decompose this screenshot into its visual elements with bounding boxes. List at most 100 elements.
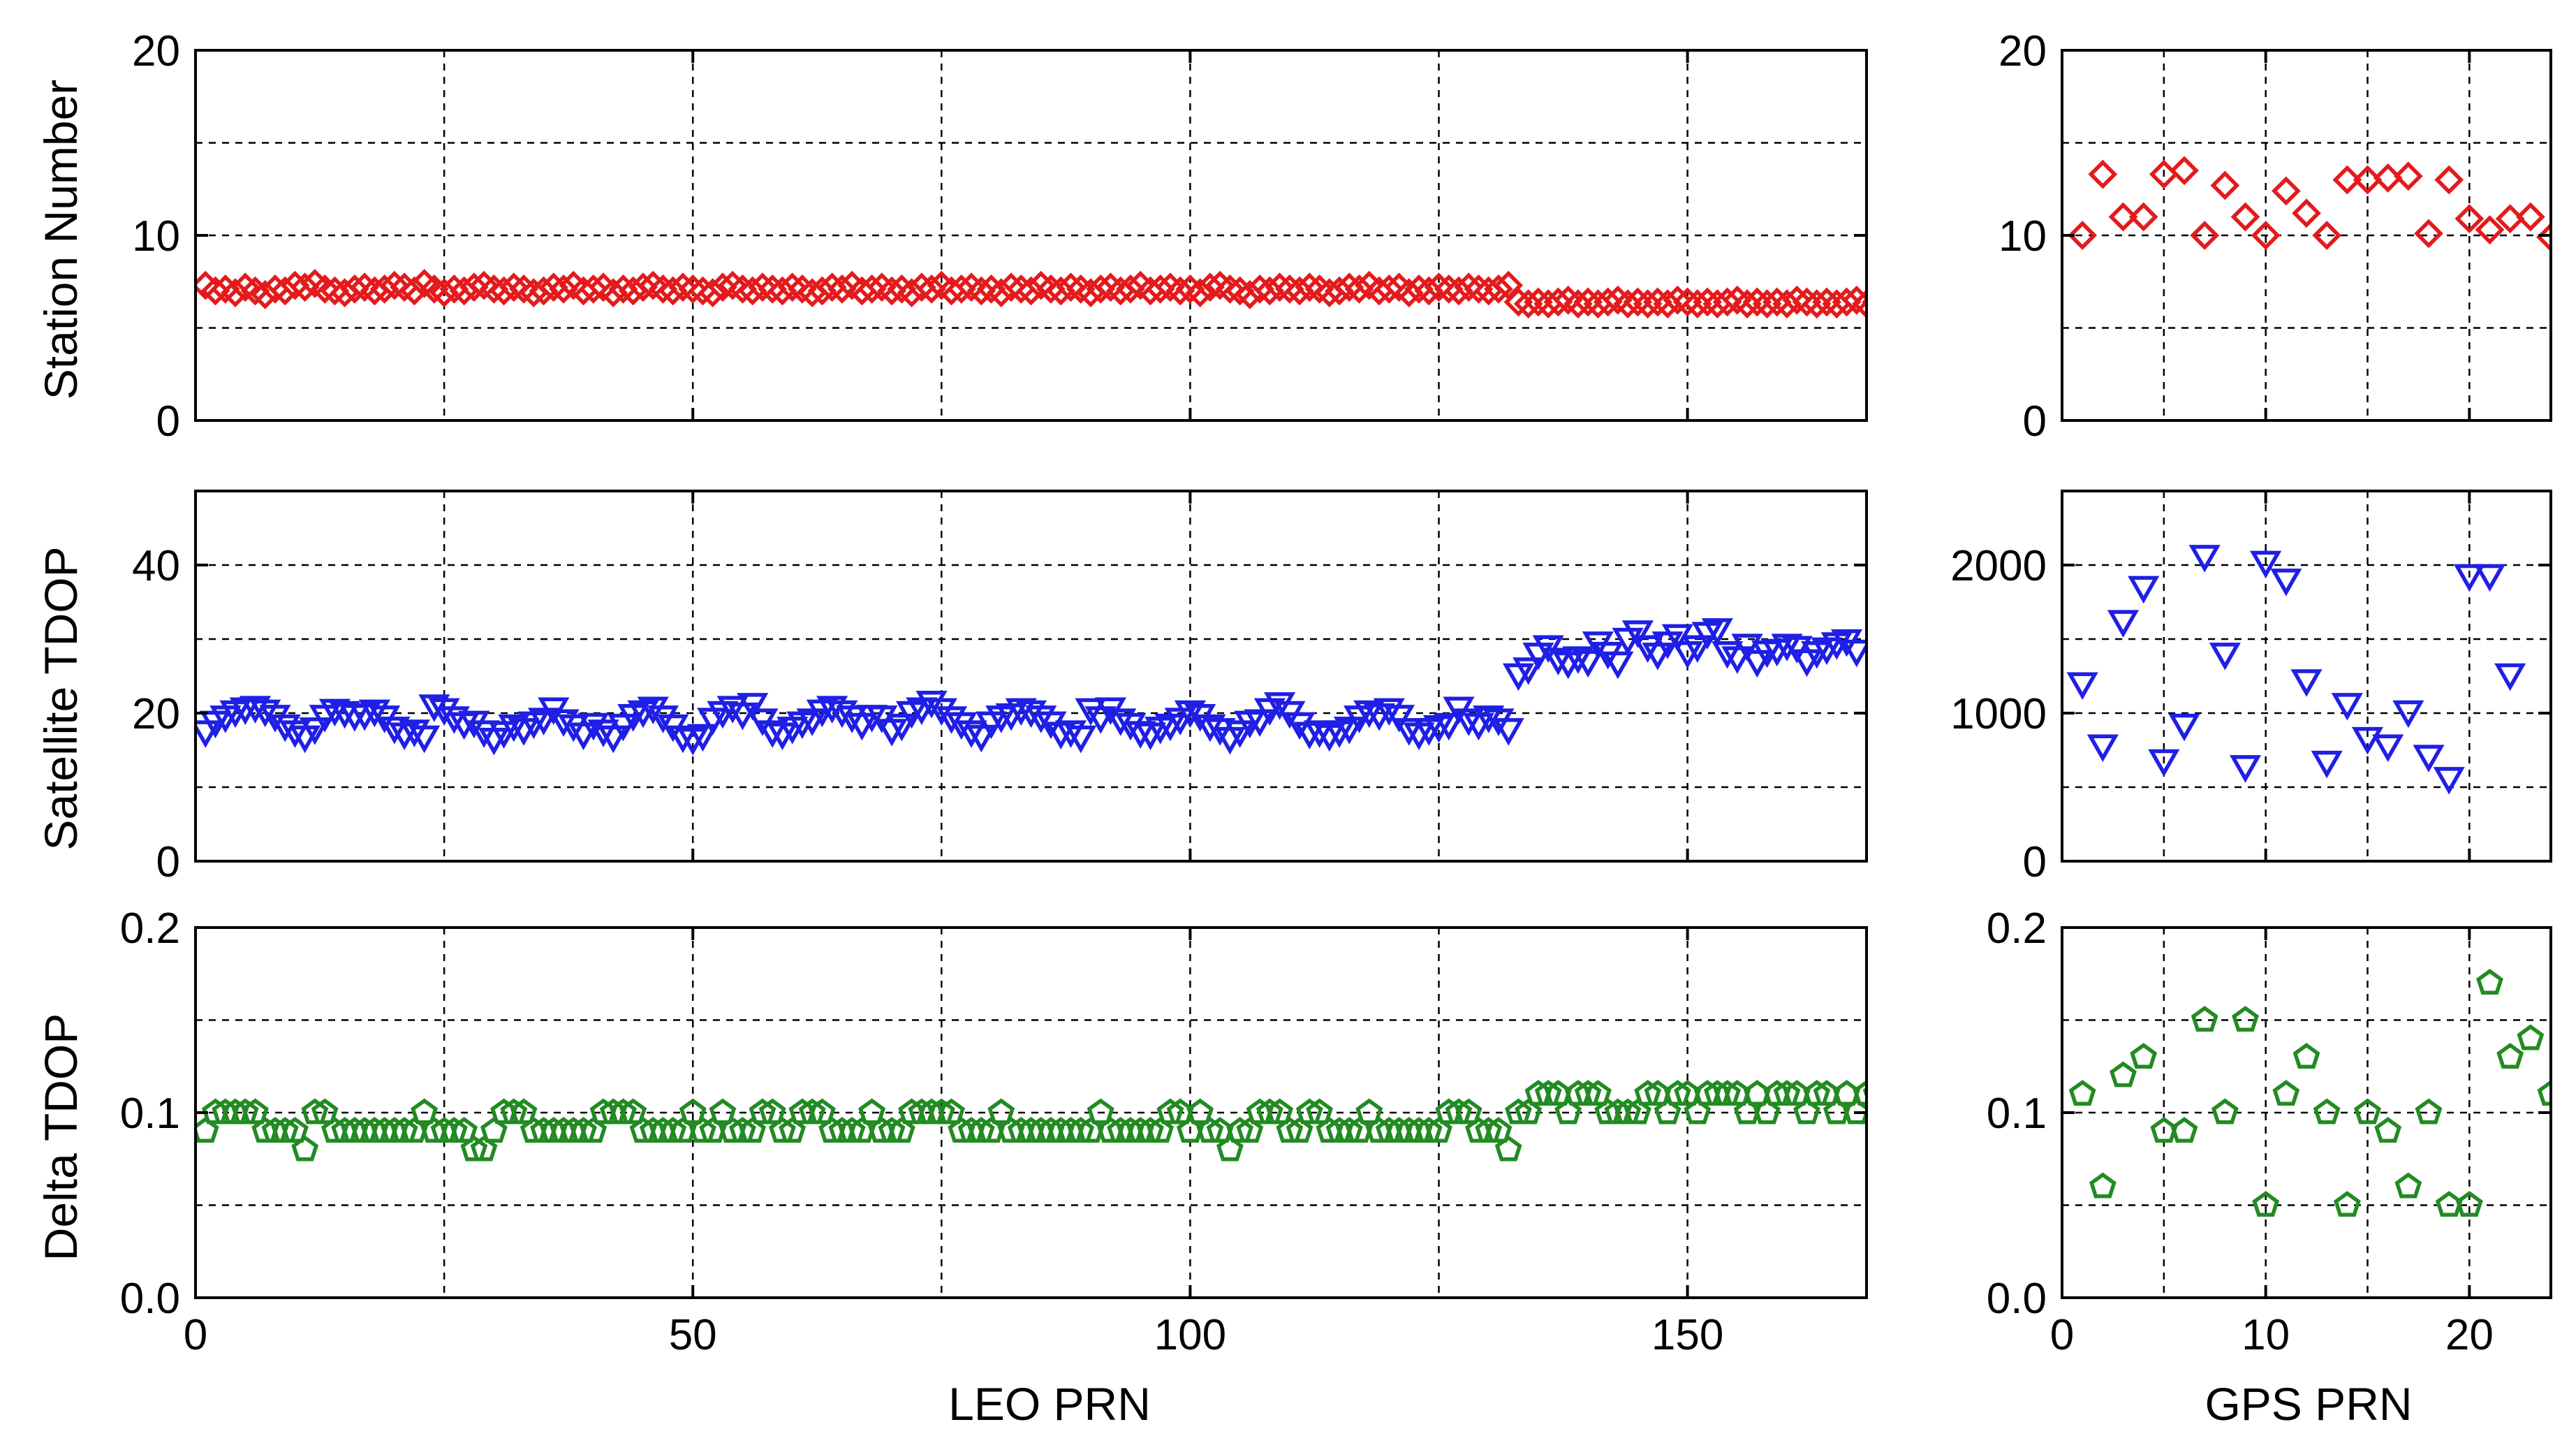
x-tick-label: 20 (2445, 1311, 2494, 1359)
leo-delta-point (808, 1098, 836, 1125)
gps-delta-point (2496, 1043, 2524, 1069)
leo-delta-point (1256, 1098, 1283, 1125)
gps-station-point (2434, 165, 2464, 195)
leo-delta-point (1415, 1117, 1443, 1143)
leo-delta-point (1445, 1098, 1473, 1125)
leo-delta-point (987, 1098, 1015, 1125)
leo-station-point (1513, 289, 1543, 318)
leo-station-point (1116, 274, 1145, 304)
leo-delta-point (1574, 1080, 1602, 1106)
y-tick-label: 10 (1999, 212, 2047, 261)
gps-tdop-axes-frame (2061, 490, 2552, 863)
leo-delta-point (1875, 1101, 1897, 1122)
leo-tdop-point (1632, 635, 1664, 663)
y-tick-label: 0.2 (120, 904, 180, 953)
gps-station-point (2475, 215, 2505, 244)
y-tick-label: 10 (132, 212, 180, 261)
leo-station-point (827, 274, 857, 304)
leo-tdop-point (1602, 651, 1634, 680)
gps-delta-point (2313, 1098, 2341, 1125)
leo-station-point (668, 272, 698, 302)
leo-tdop-point (1731, 633, 1763, 661)
leo-tdop-point (667, 725, 699, 754)
leo-delta-point (1355, 1098, 1383, 1125)
leo-tdop-point (1562, 646, 1594, 674)
gps-delta-point (2292, 1043, 2320, 1069)
leo-delta-point (311, 1098, 339, 1125)
y-tick-label: 0 (2023, 397, 2047, 446)
leo-tdop-point (358, 699, 390, 728)
leo-delta-point (1505, 1098, 1532, 1125)
gps-xlabel: GPS PRN (2205, 1378, 2412, 1430)
leo-tdop-point (1642, 643, 1674, 671)
leo-station-point (499, 272, 529, 302)
leo-delta-point (1634, 1080, 1662, 1106)
gps-tdop-point (2331, 693, 2363, 721)
leo-tdop-point (737, 693, 769, 721)
leo-tdop-panel: 0 20 40 (132, 490, 1868, 886)
leo-delta-point (768, 1117, 796, 1143)
leo-station-point (549, 274, 578, 304)
gps-station-point (2454, 204, 2485, 234)
leo-station-point (857, 274, 887, 304)
leo-tdop-point (1244, 709, 1276, 737)
leo-tdop-point (1065, 725, 1097, 754)
leo-tdop-point (1701, 618, 1733, 646)
leo-station-point (1563, 289, 1593, 318)
gps-tdop-point (2351, 726, 2384, 755)
leo-tdop-point (398, 719, 430, 747)
leo-delta-point (779, 1117, 807, 1143)
leo-station-point (1195, 272, 1225, 302)
leo-tdop-point (279, 720, 311, 748)
gps-delta-point (2476, 969, 2503, 995)
gps-tdop-point (2413, 745, 2445, 772)
y-tick-label: 0 (156, 397, 180, 446)
leo-delta-point (679, 1098, 707, 1125)
leo-tdop-point (866, 705, 898, 733)
leo-station-point (1682, 289, 1712, 318)
leo-delta-panel: 0 50 100 150 0.0 0.1 0.2 (120, 904, 1897, 1359)
leo-delta-point (1714, 1080, 1742, 1106)
leo-delta-point (470, 1135, 498, 1162)
leo-station-point (1623, 287, 1653, 317)
y-tick-label: 0.1 (120, 1090, 180, 1138)
leo-tdop-point (1264, 692, 1296, 720)
leo-delta-point (510, 1098, 538, 1125)
leo-tdop-point (1542, 647, 1575, 676)
leo-station-point (1812, 287, 1841, 317)
leo-tdop-point (468, 720, 500, 748)
leo-delta-point (242, 1098, 269, 1125)
leo-station-point (1165, 276, 1195, 306)
leo-station-point (1792, 287, 1822, 317)
gps-station-point (2190, 221, 2220, 250)
y-tick-label: 20 (132, 27, 180, 75)
gps-station-point (2271, 176, 2301, 206)
leo-station-panel: 0 10 20 (132, 27, 1868, 446)
leo-delta-point (1773, 1080, 1801, 1106)
leo-station-point (748, 272, 777, 302)
leo-delta-point (570, 1117, 597, 1143)
leo-tdop-point (557, 714, 589, 742)
leo-delta-point (231, 1098, 259, 1125)
leo-tdop-point (547, 709, 580, 737)
leo-delta-point (480, 1117, 508, 1143)
leo-delta-point (1196, 1117, 1224, 1143)
leo-station-point (1593, 287, 1623, 317)
leo-station-series (196, 269, 1867, 318)
leo-tdop-point (607, 713, 640, 742)
leo-delta-point (440, 1117, 468, 1143)
leo-tdop-series (196, 618, 1867, 756)
leo-delta-point (390, 1117, 418, 1143)
leo-delta-point (1156, 1098, 1184, 1125)
gps-tdop-point (2372, 734, 2404, 763)
leo-delta-point (1455, 1098, 1482, 1125)
leo-station-point (1464, 274, 1494, 304)
leo-tdop-point (1681, 635, 1714, 663)
gps-delta-panel: 0 10 20 0.0 0.1 0.2 (1987, 904, 2552, 1359)
leo-delta-point (838, 1117, 866, 1143)
leo-delta-point (580, 1117, 608, 1143)
gps-tdop-point (2128, 576, 2160, 604)
gps-delta-point (2537, 1080, 2551, 1106)
leo-tdop-point (1303, 720, 1336, 748)
